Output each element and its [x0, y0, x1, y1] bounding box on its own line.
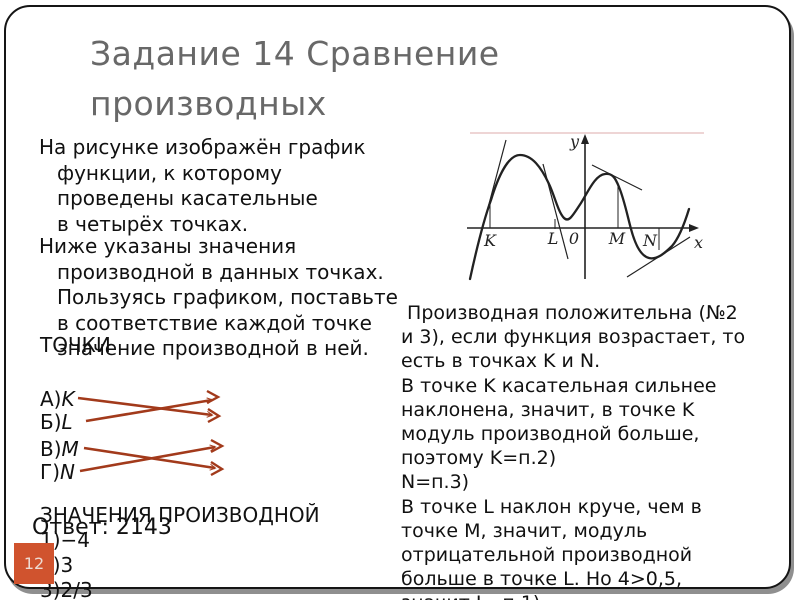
arrowhead-3	[210, 438, 225, 454]
value-item-2: 2)3	[40, 553, 74, 577]
match-row-a: А)K	[40, 387, 75, 411]
point-label-K: K	[483, 231, 497, 250]
arrow-b-to-1	[85, 397, 214, 423]
match-point: L	[61, 410, 73, 434]
match-point: K	[61, 387, 75, 411]
y-axis-label: y	[569, 132, 580, 151]
slide-frame: Задание 14 Сравнение производных На рису…	[4, 5, 791, 600]
function-graph: y x 0 K L M N	[467, 132, 704, 281]
arrow-a-to-2	[77, 396, 214, 418]
arrowhead-4	[210, 460, 225, 477]
arrowhead-2	[207, 407, 222, 424]
match-row-v: В)M	[40, 437, 79, 461]
problem-paragraph-2: Ниже указаны значения производной в данн…	[39, 234, 398, 360]
slide-number-box: 12	[14, 543, 54, 584]
match-row-b: Б)L	[40, 410, 73, 434]
answer-text: Ответ: 2143	[32, 515, 172, 540]
match-row-g: Г)N	[40, 460, 75, 484]
points-header: ТОЧКИ	[40, 333, 111, 357]
function-curve	[468, 153, 691, 281]
origin-label: 0	[569, 229, 579, 248]
arrowhead-1	[206, 389, 221, 405]
matching-arrows	[77, 389, 225, 477]
y-axis-arrow	[581, 134, 589, 144]
problem-paragraph-1: На рисунке изображён график функции, к к…	[39, 135, 366, 236]
arrow-g-to-3	[79, 444, 217, 473]
point-label-N: N	[642, 231, 658, 250]
match-label: Б)	[40, 410, 62, 434]
solution-text: Производная положительна (№2 и 3), если …	[401, 302, 746, 600]
slide-number: 12	[23, 554, 45, 573]
point-label-M: M	[608, 229, 626, 248]
x-axis-label: x	[694, 233, 703, 252]
value-item-3: 3)2/3	[40, 578, 93, 600]
match-label: Г)	[40, 460, 60, 484]
point-label-L: L	[547, 229, 559, 248]
x-axis-arrow	[689, 224, 699, 232]
values-header: ЗНАЧЕНИЯ ПРОИЗВОДНОЙ	[40, 503, 320, 527]
match-point: M	[61, 437, 79, 461]
match-label: В)	[40, 437, 62, 461]
tangent-line-M	[591, 164, 643, 191]
page-title: Задание 14 Сравнение производных	[90, 34, 500, 123]
match-label: А)	[40, 387, 62, 411]
match-point: N	[60, 460, 75, 484]
